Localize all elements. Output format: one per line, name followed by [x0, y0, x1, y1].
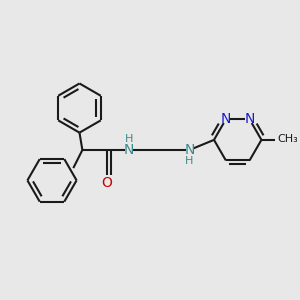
Bar [186, 147, 193, 159]
Text: N: N [184, 143, 195, 157]
Text: N: N [221, 112, 231, 126]
Text: H: H [185, 156, 194, 167]
Bar [125, 146, 132, 154]
Bar [245, 116, 253, 123]
Bar [222, 116, 230, 123]
Bar [103, 177, 111, 183]
Text: N: N [244, 112, 255, 126]
Bar [186, 146, 193, 154]
Text: H: H [124, 134, 133, 144]
Bar [125, 141, 132, 153]
Text: N: N [124, 143, 134, 157]
Text: CH₃: CH₃ [278, 134, 298, 144]
Text: O: O [101, 176, 112, 190]
